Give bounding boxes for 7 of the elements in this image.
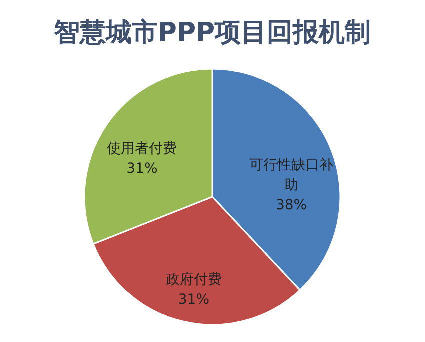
data-label: 31% xyxy=(178,292,210,308)
data-label: 38% xyxy=(276,198,308,214)
data-label: 31% xyxy=(126,161,158,178)
slice-label: 政府付费 xyxy=(166,272,222,288)
slice-label: 可行性缺口补助 xyxy=(250,158,334,194)
chart-title: 智慧城市PPP项目回报机制 xyxy=(52,18,372,48)
slice-label: 使用者付费 xyxy=(107,141,178,158)
